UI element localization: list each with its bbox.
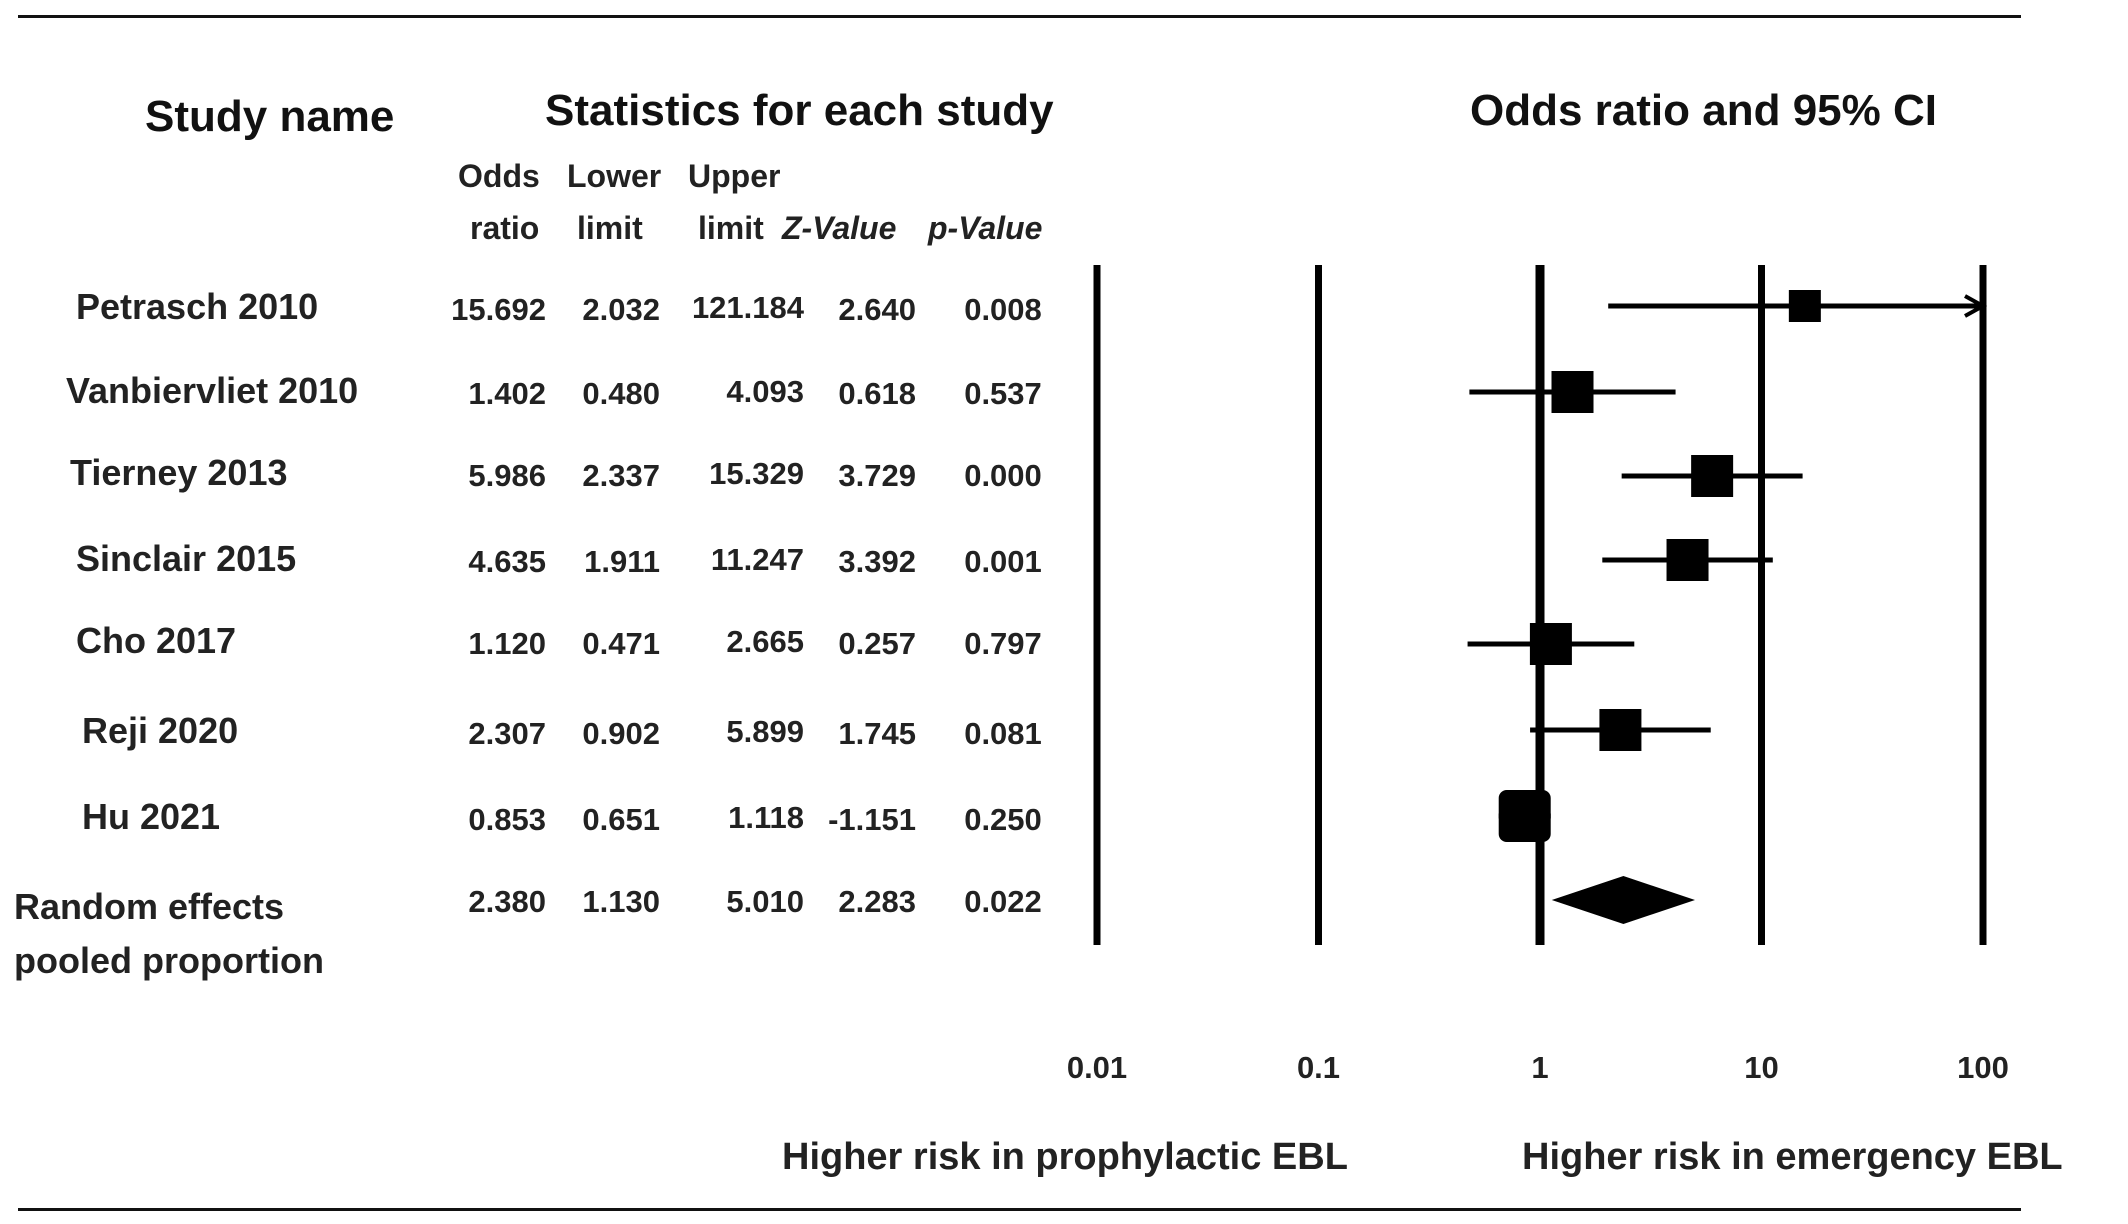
odds-ratio-marker	[1691, 455, 1734, 497]
odds-ratio-value: 2.307	[468, 716, 546, 751]
study-name: Cho 2017	[76, 620, 237, 661]
upper-limit-value: 11.247	[710, 542, 804, 577]
col-z-text: Z-Value	[782, 210, 897, 246]
pooled-or: 2.380	[468, 884, 546, 919]
bottom-rule	[18, 1208, 2021, 1211]
study-name: Sinclair 2015	[76, 538, 297, 579]
p-value: 0.537	[964, 376, 1042, 411]
p-value: 0.797	[964, 626, 1042, 661]
lower-limit-value: 2.032	[582, 292, 660, 327]
z-value: 3.729	[838, 458, 916, 493]
col-z-label: Z-Value	[782, 210, 896, 247]
study-name: Hu 2021	[82, 796, 221, 837]
odds-ratio-value: 1.120	[468, 626, 546, 661]
pooled-name-line1: Random effects	[14, 886, 285, 927]
pooled-z: 2.283	[838, 884, 916, 919]
odds-ratio-value: 4.635	[468, 544, 546, 579]
odds-ratio-value: 1.402	[468, 376, 546, 411]
p-value: 0.250	[964, 802, 1042, 837]
odds-ratio-value: 15.692	[451, 292, 546, 327]
statistics-header: Statistics for each study	[545, 86, 1054, 135]
ci-arrow	[1964, 294, 1988, 318]
odds-ratio-marker	[1551, 371, 1594, 413]
p-value: 0.008	[964, 292, 1042, 327]
z-value: 0.618	[838, 376, 916, 411]
upper-limit-value: 4.093	[726, 374, 804, 409]
lower-limit-value: 0.902	[582, 716, 660, 751]
x-tick-label: 100	[1957, 1050, 2009, 1085]
x-tick-label: 0.1	[1296, 1050, 1341, 1085]
z-value: 0.257	[838, 626, 916, 661]
odds-ratio-value: 0.853	[468, 802, 546, 837]
upper-limit-value: 15.329	[709, 456, 804, 491]
col-lower-label-2: limit	[577, 210, 643, 246]
odds-ratio-marker	[1666, 539, 1709, 581]
odds-ratio-marker	[1788, 290, 1821, 322]
upper-limit-value: 2.665	[726, 624, 804, 659]
x-tick-label: 10	[1744, 1050, 1779, 1085]
pooled-lower: 1.130	[582, 884, 660, 919]
col-p-label: p-Value	[928, 210, 1042, 247]
col-upper-label-1: Upper	[688, 158, 781, 194]
pooled-p: 0.022	[964, 884, 1042, 919]
upper-limit-value: 5.899	[726, 714, 804, 749]
study-name: Petrasch 2010	[76, 286, 319, 327]
odds-ratio-marker	[1599, 709, 1642, 751]
z-value: 3.392	[838, 544, 916, 579]
left-direction-label: Higher risk in prophylactic EBL	[782, 1136, 1348, 1178]
pooled-name-line2: pooled proportion	[14, 940, 324, 981]
col-or-label-1: Odds	[458, 158, 540, 194]
pooled-upper: 5.010	[726, 884, 804, 919]
lower-limit-value: 2.337	[582, 458, 660, 493]
x-tick-label: 1	[1531, 1050, 1549, 1085]
upper-limit-value: 1.118	[728, 800, 804, 835]
z-value: 2.640	[838, 292, 916, 327]
lower-limit-value: 0.651	[582, 802, 660, 837]
right-direction-label: Higher risk in emergency EBL	[1522, 1136, 2063, 1178]
top-rule	[18, 15, 2021, 18]
plot-title: Odds ratio and 95% CI	[1470, 86, 1937, 135]
study-name: Vanbiervliet 2010	[66, 370, 359, 411]
col-upper-label-2: limit	[698, 210, 764, 246]
z-value: -1.151	[828, 802, 916, 837]
study-name-header: Study name	[145, 92, 395, 141]
study-name: Tierney 2013	[70, 452, 288, 493]
col-lower-label-1: Lower	[567, 158, 662, 194]
odds-ratio-value: 5.986	[468, 458, 546, 493]
p-value: 0.001	[964, 544, 1042, 579]
col-p-text: p-Value	[928, 210, 1043, 246]
p-value: 0.000	[964, 458, 1042, 493]
lower-limit-value: 1.911	[584, 544, 660, 579]
study-name: Reji 2020	[82, 710, 239, 751]
lower-limit-value: 0.480	[582, 376, 660, 411]
lower-limit-value: 0.471	[582, 626, 660, 661]
upper-limit-value: 121.184	[691, 290, 804, 325]
p-value: 0.081	[964, 716, 1042, 751]
odds-ratio-marker	[1498, 790, 1551, 842]
col-or-label-2: ratio	[470, 210, 540, 246]
odds-ratio-marker	[1529, 623, 1572, 665]
x-tick-label: 0.01	[1066, 1050, 1128, 1085]
z-value: 1.745	[838, 716, 916, 751]
pooled-diamond	[1551, 876, 1696, 924]
